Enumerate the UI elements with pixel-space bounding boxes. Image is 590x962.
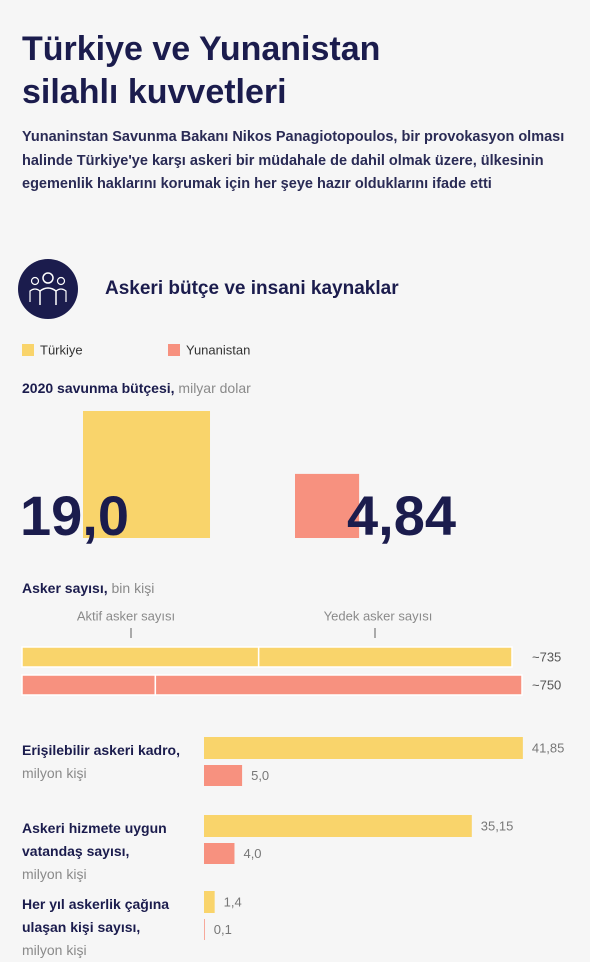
troop-segment: [257, 646, 513, 668]
legend-swatch: [168, 344, 180, 356]
budget-value: 19,0: [20, 484, 129, 547]
legend-swatch: [22, 344, 34, 356]
category-unit: milyon kişi: [22, 765, 87, 781]
troop-segment: [154, 674, 523, 696]
column-header: Aktif asker sayısı: [77, 608, 175, 623]
bar: [204, 919, 205, 940]
chart-title: 2020 savunma bütçesi, milyar dolar: [22, 380, 251, 396]
category-label: Erişilebilir askeri kadro, milyon kişi: [22, 739, 192, 785]
category-name: Erişilebilir askeri kadro,: [22, 742, 180, 758]
bar: [204, 737, 523, 759]
chart-title: Asker sayısı, bin kişi: [22, 580, 154, 596]
troop-segment: [21, 646, 260, 668]
category-name: Askeri hizmete uygun vatandaş sayısı,: [22, 820, 167, 859]
bar: [204, 815, 472, 837]
subtitle: Yunaninstan Savunma Bakanı Nikos Panagio…: [22, 129, 565, 192]
legend-label: Yunanistan: [186, 342, 250, 357]
bar: [204, 765, 243, 786]
value-label: 1,4: [224, 894, 242, 909]
section-icon: [18, 259, 78, 319]
bar: [204, 843, 235, 864]
chart-unit: bin kişi: [111, 580, 155, 596]
value-label: 4,0: [243, 846, 261, 861]
column-header: Yedek asker sayısı: [324, 608, 433, 623]
value-label: 41,85: [532, 740, 565, 755]
budget-square: [295, 473, 360, 538]
value-label: 35,15: [481, 818, 514, 833]
category-unit: milyon kişi: [22, 942, 87, 958]
category-label: Her yıl askerlik çağına ulaşan kişi sayı…: [22, 893, 192, 962]
legend-label: Türkiye: [40, 342, 83, 357]
category-unit: milyon kişi: [22, 866, 87, 882]
chart-title-text: 2020 savunma bütçesi,: [22, 380, 175, 396]
bar: [204, 891, 215, 913]
chart-title-text: Asker sayısı,: [22, 580, 108, 596]
value-label: 0,1: [214, 922, 232, 937]
category-label: Askeri hizmete uygun vatandaş sayısı, mil…: [22, 817, 192, 886]
total-label: ~750: [532, 677, 561, 692]
title: Türkiye ve Yunanistan silahlı kuvvetleri: [22, 30, 381, 111]
total-label: ~735: [532, 649, 561, 664]
chart-unit: milyar dolar: [178, 380, 251, 396]
value-label: 5,0: [251, 768, 269, 783]
budget-square: [83, 410, 211, 538]
troop-segment: [21, 674, 157, 696]
category-name: Her yıl askerlik çağına ulaşan kişi sayı…: [22, 896, 170, 935]
section-title: Askeri bütçe ve insani kaynaklar: [105, 278, 399, 299]
budget-value: 4,84: [347, 484, 456, 547]
